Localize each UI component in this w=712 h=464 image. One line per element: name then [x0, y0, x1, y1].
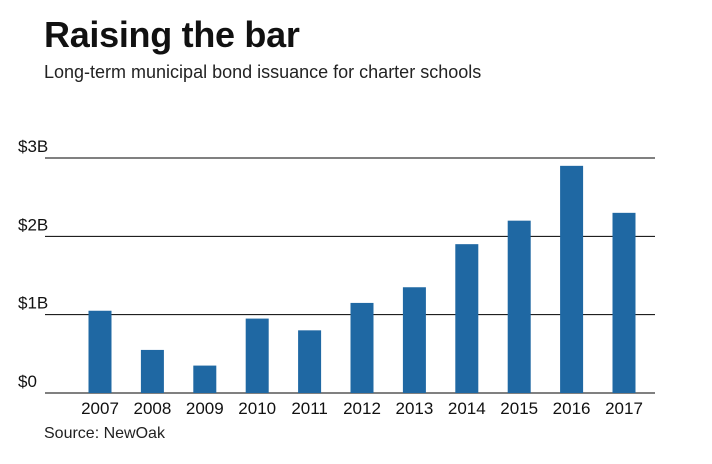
x-tick-label: 2010: [238, 399, 276, 418]
x-tick-label: 2013: [395, 399, 433, 418]
x-tick-label: 2014: [448, 399, 486, 418]
bar-2015: [507, 220, 531, 393]
y-tick-label: $2B: [18, 215, 48, 234]
x-tick-label: 2009: [186, 399, 224, 418]
x-tick-label: 2012: [343, 399, 381, 418]
bars: [88, 165, 636, 393]
bar-2017: [612, 212, 636, 393]
bar-2008: [140, 349, 164, 393]
source-note: Source: NewOak: [44, 425, 165, 442]
x-tick-label: 2011: [291, 399, 328, 418]
chart-title: Raising the bar: [44, 14, 300, 55]
x-tick-label: 2007: [81, 399, 119, 418]
chart-subtitle: Long-term municipal bond issuance for ch…: [44, 62, 482, 82]
y-tick-label: $3B: [18, 137, 48, 156]
x-tick-label: 2008: [133, 399, 171, 418]
bar-2011: [298, 330, 322, 393]
y-tick-label: $0: [18, 372, 37, 391]
y-tick-label: $1B: [18, 294, 48, 313]
bar-2007: [88, 310, 112, 393]
x-tick-label: 2016: [553, 399, 591, 418]
x-tick-label: 2015: [500, 399, 538, 418]
x-tick-label: 2017: [605, 399, 643, 418]
bar-2013: [402, 287, 426, 393]
bar-2012: [350, 302, 374, 393]
bar-2010: [245, 318, 269, 393]
bar-2014: [455, 244, 479, 393]
bar-2016: [560, 165, 584, 393]
x-axis-ticks: 2007 2008 2009 2010 2011 2012 2013 2014 2015 2016…: [81, 399, 643, 418]
bar-2009: [193, 365, 217, 393]
y-axis-ticks: $0 $1B $2B $3B: [18, 137, 48, 391]
